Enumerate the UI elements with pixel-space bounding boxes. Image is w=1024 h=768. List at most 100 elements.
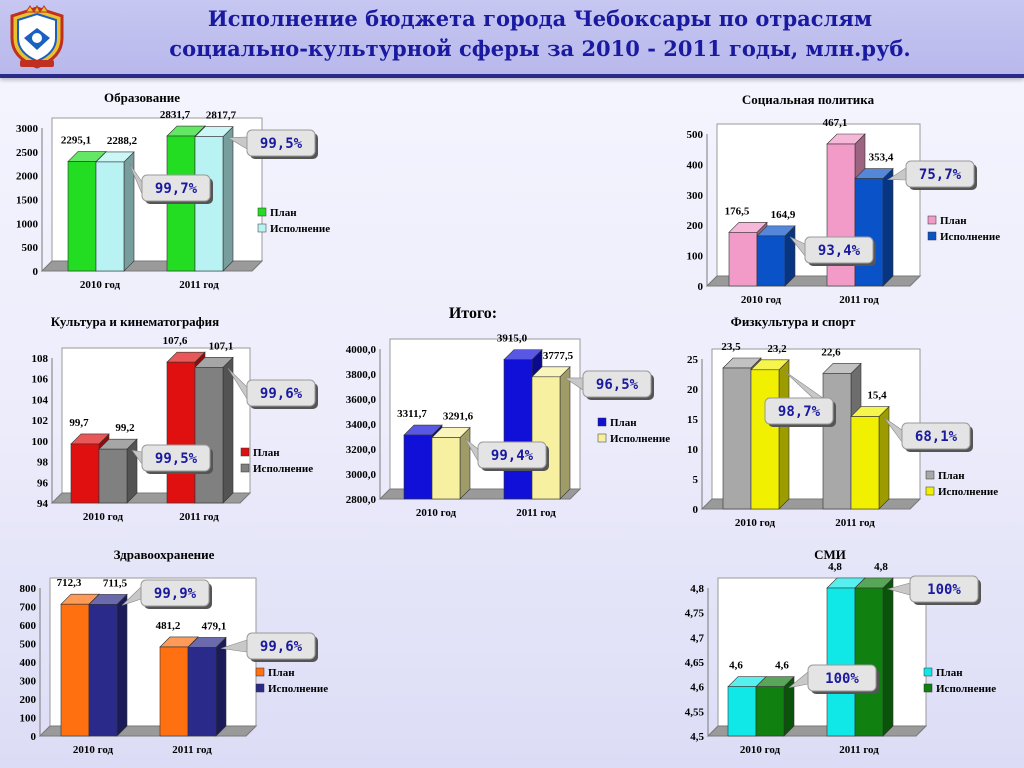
chart-3: 2800,0 3000,0 3200,0 3400,0 3600,0 3800,0 4000…	[346, 305, 670, 519]
y-tick-label: 0	[33, 266, 39, 278]
callout-text: 99,7%	[155, 181, 198, 197]
percent-callout: 99,6%	[227, 368, 318, 409]
bar-front	[187, 647, 217, 737]
bar	[98, 438, 138, 504]
legend-swatch	[257, 223, 267, 233]
data-label: 23,5	[721, 341, 741, 353]
callout-text: 100%	[927, 582, 961, 598]
x-tick-label: 2010 год	[416, 507, 457, 519]
callout-text: 99,9%	[154, 586, 197, 602]
percent-callout: 100%	[788, 664, 879, 694]
legend-swatch	[923, 683, 933, 693]
y-tick-label: 100	[687, 251, 704, 263]
bar-front	[750, 369, 780, 510]
legend-label: Исполнение	[270, 223, 330, 235]
callout-box	[246, 632, 316, 660]
legend-label: План	[936, 667, 963, 679]
bar	[403, 424, 443, 500]
chart-6: 4,5 4,55 4,6 4,65 4,7 4,75 4,8 4,6 4,6 2010 год 4,…	[685, 547, 996, 756]
bar-side	[126, 438, 138, 504]
y-tick-label: 100	[32, 436, 49, 448]
y-tick-label: 4000,0	[346, 344, 377, 356]
y-tick-label: 3000,0	[346, 469, 377, 481]
bar	[88, 593, 128, 737]
callout-box	[905, 160, 975, 188]
data-label: 3777,5	[543, 350, 574, 362]
y-tick-label: 102	[32, 415, 49, 427]
percent-callout: 99,7%	[128, 162, 213, 204]
y-tick-label: 10	[687, 444, 699, 456]
y-tick-label: 200	[20, 694, 37, 706]
y-tick-label: 4,8	[690, 583, 704, 595]
chart-4: 0 5 10 15 20 25 23,5 23,2 2010 год 22,6 15,4 2011 г…	[687, 314, 998, 529]
bar	[95, 151, 135, 272]
bar-side	[215, 636, 227, 737]
callout-box	[141, 174, 211, 202]
data-label: 107,1	[209, 340, 234, 352]
data-label: 711,5	[103, 577, 128, 589]
data-label: 23,2	[767, 343, 787, 355]
y-tick-label: 106	[32, 374, 49, 386]
y-tick-label: 200	[687, 220, 704, 232]
y-tick-label: 20	[687, 384, 699, 396]
data-label: 15,4	[867, 390, 887, 402]
legend-label: Исполнение	[253, 463, 313, 475]
bar-side	[222, 356, 234, 504]
bar-front	[722, 367, 752, 510]
chart-title: Культура и кинематография	[51, 314, 219, 329]
percent-callout: 99,5%	[226, 129, 318, 159]
chart-title: СМИ	[814, 547, 846, 562]
data-label: 4,8	[874, 561, 888, 573]
y-tick-label: 98	[37, 457, 49, 469]
callout-text: 99,6%	[260, 639, 303, 655]
data-label: 4,8	[828, 561, 842, 573]
bar	[854, 577, 894, 737]
chart-title: Физкультура и спорт	[731, 314, 856, 329]
bar-side	[222, 125, 234, 272]
y-tick-label: 3400,0	[346, 419, 377, 431]
legend-label: Исполнение	[268, 683, 328, 695]
y-tick-label: 500	[687, 129, 704, 141]
x-tick-label: 2010 год	[83, 511, 124, 523]
data-label: 3915,0	[497, 333, 528, 345]
bar-front	[503, 359, 533, 500]
y-tick-label: 600	[20, 620, 37, 632]
bar	[750, 359, 790, 510]
data-label: 99,2	[115, 422, 135, 434]
y-tick-label: 300	[20, 676, 37, 688]
bar	[194, 125, 234, 272]
callout-box	[246, 129, 316, 157]
data-label: 3291,6	[443, 411, 474, 423]
x-tick-label: 2011 год	[179, 279, 219, 291]
y-tick-label: 3000	[16, 123, 39, 135]
bar-side	[459, 426, 471, 500]
bar	[531, 366, 571, 500]
legend-label: План	[253, 447, 280, 459]
x-tick-label: 2011 год	[179, 511, 219, 523]
bar-front	[95, 161, 125, 272]
callout-box	[582, 370, 652, 398]
percent-callout: 98,7%	[764, 370, 836, 427]
callout-box	[901, 422, 971, 450]
x-tick-label: 2011 год	[835, 517, 875, 529]
y-tick-label: 0	[693, 504, 699, 516]
percent-callout: 93,4%	[789, 236, 876, 266]
y-tick-label: 400	[687, 159, 704, 171]
callout-box	[140, 579, 210, 607]
y-tick-label: 500	[20, 639, 37, 651]
bar-front	[70, 443, 100, 504]
chart-1: 0 100 200 300 400 500 176,5 164,9 2010 год 467,1 3…	[687, 92, 1001, 306]
bar	[755, 675, 795, 737]
y-tick-label: 3600,0	[346, 394, 377, 406]
legend-swatch	[255, 683, 265, 693]
bar-front	[194, 367, 224, 504]
coat-of-arms-icon	[10, 4, 64, 69]
data-label: 2288,2	[107, 135, 138, 147]
callout-box	[246, 379, 316, 407]
callout-text: 99,6%	[260, 386, 303, 402]
y-tick-label: 108	[32, 353, 49, 365]
y-tick-label: 1500	[16, 195, 39, 207]
percent-callout: 99,4%	[464, 438, 549, 471]
legend-swatch	[240, 447, 250, 457]
